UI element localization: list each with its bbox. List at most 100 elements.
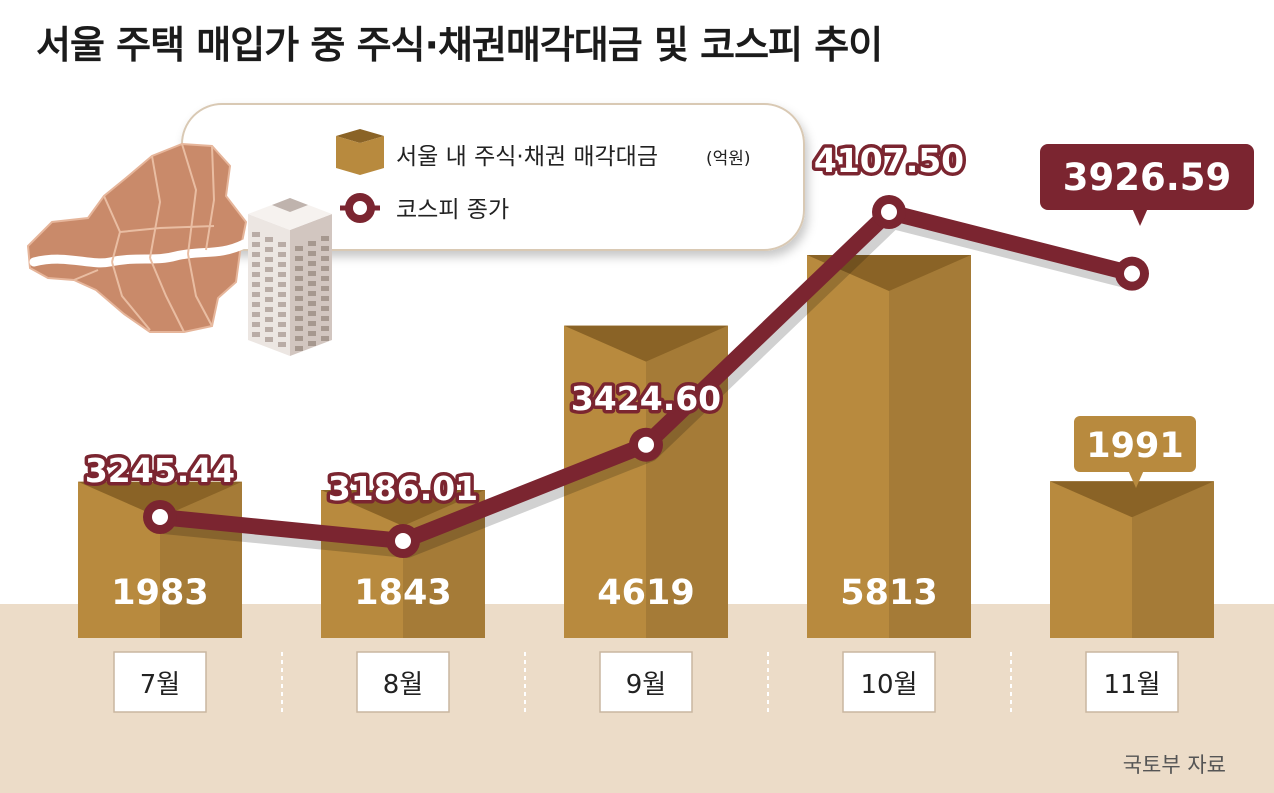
building-window xyxy=(278,252,286,257)
building-window xyxy=(252,322,260,327)
building-window xyxy=(252,262,260,267)
building-window xyxy=(308,291,316,296)
building-window xyxy=(321,296,329,301)
legend-bar-unit: (억원) xyxy=(706,149,751,169)
building-window xyxy=(308,341,316,346)
building-window xyxy=(278,242,286,247)
bar: 4619 xyxy=(564,325,728,638)
building-window xyxy=(265,337,273,342)
building-window xyxy=(265,287,273,292)
kospi-value-label: 3926.59 xyxy=(1063,156,1232,199)
building-window xyxy=(265,237,273,242)
bar-value-label: 1991 xyxy=(1086,426,1183,466)
chart-title: 서울 주택 매입가 중 주식·채권매각대금 및 코스피 추이 xyxy=(36,23,883,67)
legend-bar-swatch xyxy=(336,129,384,175)
apartment-building-illustration xyxy=(248,198,332,356)
seoul-map-shape xyxy=(26,142,248,333)
line-labels: 3245.44 3186.01 3424.60 4107.50 3926.59 xyxy=(81,138,1254,512)
building-roof xyxy=(248,198,332,230)
bar-top-face xyxy=(1050,481,1214,518)
line-series xyxy=(143,195,1149,558)
building-window xyxy=(265,267,273,272)
building-window xyxy=(295,306,303,311)
building-window xyxy=(321,266,329,271)
building-window xyxy=(278,302,286,307)
bar-top-face xyxy=(807,255,971,291)
kospi-point xyxy=(881,204,897,220)
building-window xyxy=(252,292,260,297)
kospi-value-label: 3424.60 xyxy=(571,379,721,418)
x-tick: 7월 xyxy=(113,651,207,713)
building-window xyxy=(295,296,303,301)
building-window xyxy=(265,307,273,312)
bar-value-label: 1983 xyxy=(111,573,208,613)
building-window xyxy=(252,332,260,337)
building-window xyxy=(252,302,260,307)
building-window xyxy=(252,312,260,317)
kospi-point xyxy=(152,509,168,525)
x-tick-label: 8월 xyxy=(383,670,423,700)
building-window xyxy=(252,232,260,237)
building-window xyxy=(308,251,316,256)
building-window xyxy=(308,281,316,286)
building-window xyxy=(278,262,286,267)
bar-top-face xyxy=(78,481,242,518)
building-window xyxy=(321,256,329,261)
building-window xyxy=(308,301,316,306)
building-window xyxy=(252,252,260,257)
building-window xyxy=(278,312,286,317)
x-tick: 10월 xyxy=(842,651,936,713)
kospi-callout-box xyxy=(1040,144,1254,210)
building-window xyxy=(265,277,273,282)
x-tick: 11월 xyxy=(1085,651,1179,713)
building-window xyxy=(265,247,273,252)
kospi-callout: 3926.59 xyxy=(1040,144,1254,226)
kospi-point xyxy=(638,436,654,453)
building-window xyxy=(308,331,316,336)
x-tick-label: 7월 xyxy=(140,670,180,700)
bar xyxy=(1050,481,1214,638)
building-window xyxy=(295,286,303,291)
building-window xyxy=(308,271,316,276)
kospi-value-label: 3186.01 xyxy=(328,469,478,508)
x-tick-label: 11월 xyxy=(1103,670,1160,700)
building-window xyxy=(295,276,303,281)
x-tick-box xyxy=(1085,651,1179,713)
building-window xyxy=(265,257,273,262)
bar-callout-box xyxy=(1074,416,1196,472)
building-window xyxy=(265,297,273,302)
building-window xyxy=(295,326,303,331)
building-window xyxy=(278,272,286,277)
building-window xyxy=(252,242,260,247)
x-tick-box xyxy=(599,651,693,713)
building-window xyxy=(308,321,316,326)
x-axis: 7월 8월 9월 10월 11월 xyxy=(113,651,1179,713)
building-rooftop xyxy=(272,198,308,212)
source-note: 국토부 자료 xyxy=(1122,753,1226,777)
x-tick-label: 10월 xyxy=(860,670,917,700)
legend: 서울 내 주식·채권 매각대금 (억원) 코스피 종가 xyxy=(181,103,805,251)
bar-top-face xyxy=(564,325,728,362)
building-window xyxy=(308,311,316,316)
building-window xyxy=(295,346,303,351)
building-window xyxy=(265,327,273,332)
building-window xyxy=(321,286,329,291)
building-window xyxy=(278,332,286,337)
building-window xyxy=(321,246,329,251)
building-front-face xyxy=(248,214,290,356)
bar-value-label: 5813 xyxy=(840,573,937,613)
building-window xyxy=(278,282,286,287)
building-window xyxy=(265,317,273,322)
x-tick: 8월 xyxy=(356,651,450,713)
building-window xyxy=(321,236,329,241)
building-window xyxy=(308,261,316,266)
building-window xyxy=(321,316,329,321)
bar-side-shade xyxy=(1132,481,1214,638)
bar-side-shade xyxy=(889,255,971,638)
x-tick-box xyxy=(356,651,450,713)
building-window xyxy=(321,306,329,311)
building-windows xyxy=(252,232,329,351)
building-window xyxy=(278,322,286,327)
bar: 5813 xyxy=(807,255,971,638)
